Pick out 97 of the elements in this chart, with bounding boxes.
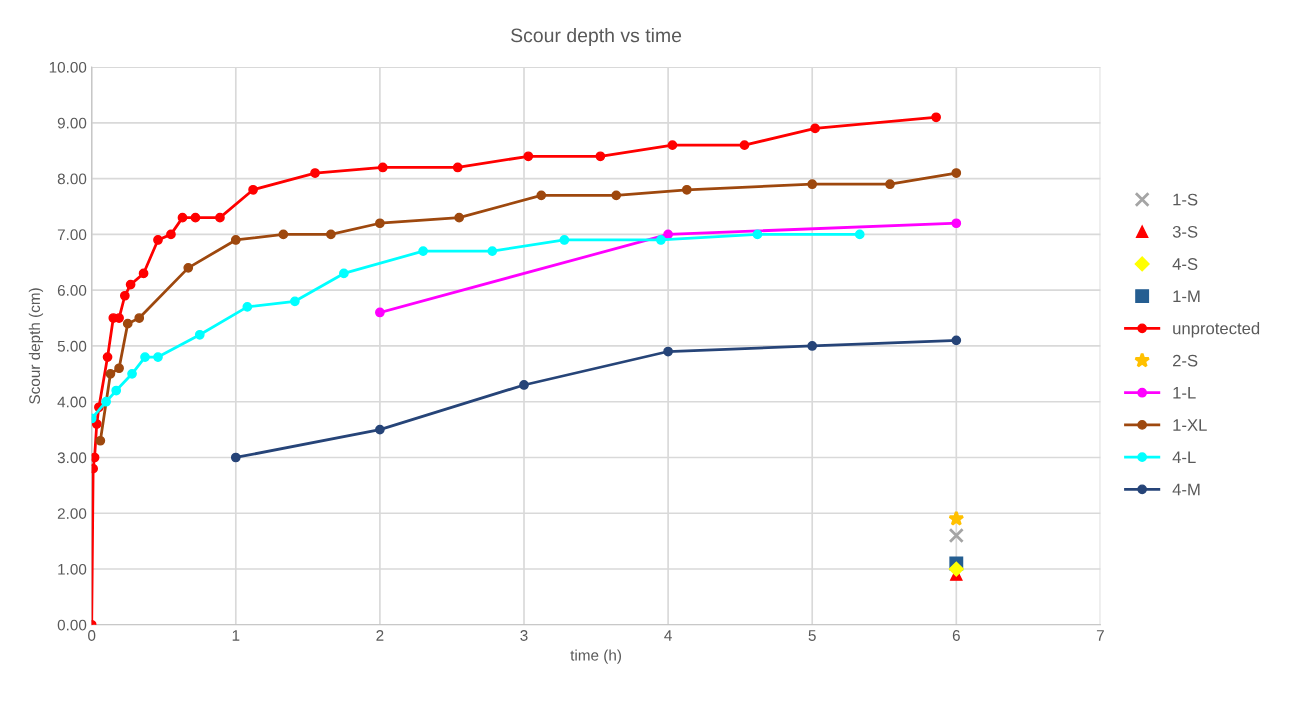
point bbox=[595, 151, 606, 162]
x-tick-label: 2 bbox=[376, 630, 384, 641]
legend-label: 1-XL bbox=[1173, 419, 1207, 431]
point bbox=[95, 435, 106, 446]
x-tick-label: 4 bbox=[664, 630, 672, 641]
point bbox=[948, 527, 964, 544]
point bbox=[140, 352, 150, 362]
point bbox=[452, 162, 463, 173]
y-tick-label: 0.00 bbox=[57, 619, 87, 631]
point bbox=[885, 179, 895, 190]
legend-label: 3-S bbox=[1172, 225, 1198, 238]
point bbox=[290, 296, 300, 307]
point bbox=[242, 302, 253, 312]
legend-label: 2-S bbox=[1172, 354, 1198, 367]
x-tick-label: 3 bbox=[520, 630, 528, 641]
legend-label: 1-L bbox=[1173, 387, 1196, 399]
point bbox=[681, 184, 692, 195]
point bbox=[138, 268, 149, 279]
point bbox=[248, 184, 258, 195]
point bbox=[375, 218, 385, 229]
point bbox=[454, 212, 465, 223]
point bbox=[230, 235, 241, 245]
point bbox=[752, 229, 763, 240]
point bbox=[183, 262, 194, 273]
y-tick-label: 2.00 bbox=[57, 508, 87, 519]
point bbox=[810, 123, 820, 134]
point bbox=[663, 346, 673, 357]
x-axis-title: time (h) bbox=[570, 649, 621, 664]
x-tick-label: 0 bbox=[88, 630, 96, 641]
point bbox=[807, 179, 818, 190]
point bbox=[122, 318, 133, 329]
point bbox=[194, 329, 205, 340]
point bbox=[153, 235, 163, 245]
point bbox=[931, 112, 941, 123]
point bbox=[951, 218, 962, 229]
y-tick-label: 7.00 bbox=[57, 229, 87, 241]
point bbox=[190, 212, 201, 223]
y-tick-label: 5.00 bbox=[57, 340, 87, 352]
legend-label: 4-M bbox=[1172, 483, 1200, 496]
x-tick-label: 6 bbox=[952, 630, 960, 641]
point bbox=[278, 229, 289, 240]
x-tick-label: 7 bbox=[1096, 630, 1104, 641]
point bbox=[125, 279, 136, 290]
y-tick-label: 4.00 bbox=[57, 396, 87, 408]
point bbox=[91, 419, 102, 429]
point bbox=[134, 313, 145, 323]
y-tick-label: 10.00 bbox=[49, 61, 87, 73]
point bbox=[215, 212, 225, 223]
point bbox=[611, 190, 622, 201]
x-tick-label: 1 bbox=[232, 630, 240, 641]
point bbox=[127, 368, 137, 379]
point bbox=[663, 229, 673, 240]
point bbox=[114, 363, 124, 374]
point bbox=[667, 140, 678, 151]
point bbox=[166, 229, 176, 240]
point bbox=[105, 368, 116, 379]
point bbox=[111, 385, 122, 396]
point bbox=[948, 510, 965, 526]
point bbox=[375, 307, 385, 318]
point bbox=[375, 424, 385, 435]
point bbox=[739, 140, 750, 151]
legend-label: 4-L bbox=[1172, 451, 1196, 463]
x-tick-label: 5 bbox=[808, 630, 816, 641]
legend-label: 4-S bbox=[1172, 258, 1198, 270]
legend-label: unprotected bbox=[1173, 322, 1260, 338]
point bbox=[119, 290, 130, 301]
point bbox=[177, 212, 188, 223]
y-tick-label: 3.00 bbox=[57, 452, 87, 464]
point bbox=[854, 229, 865, 240]
point bbox=[559, 235, 570, 245]
point bbox=[377, 162, 388, 173]
point bbox=[326, 229, 336, 240]
point bbox=[91, 452, 100, 463]
point bbox=[310, 168, 320, 178]
y-axis-title: Scour depth (cm) bbox=[28, 288, 44, 404]
y-tick-label: 8.00 bbox=[57, 173, 87, 185]
point bbox=[339, 268, 349, 279]
point bbox=[523, 151, 534, 162]
point bbox=[536, 190, 547, 201]
point bbox=[418, 246, 428, 256]
point bbox=[948, 561, 964, 577]
point bbox=[951, 335, 962, 346]
point bbox=[101, 396, 111, 407]
point bbox=[656, 235, 666, 245]
chart-title: Scour depth vs time bbox=[511, 27, 682, 47]
point bbox=[102, 352, 113, 362]
point bbox=[487, 246, 498, 256]
y-tick-label: 6.00 bbox=[57, 285, 87, 296]
legend-label: 1-M bbox=[1173, 290, 1200, 302]
point bbox=[153, 352, 163, 362]
point bbox=[807, 341, 818, 351]
y-tick-label: 1.00 bbox=[58, 563, 87, 575]
point bbox=[951, 168, 962, 178]
y-tick-label: 9.00 bbox=[57, 117, 87, 129]
point bbox=[519, 380, 529, 390]
legend-label: 1-S bbox=[1173, 193, 1198, 206]
point bbox=[230, 452, 241, 463]
